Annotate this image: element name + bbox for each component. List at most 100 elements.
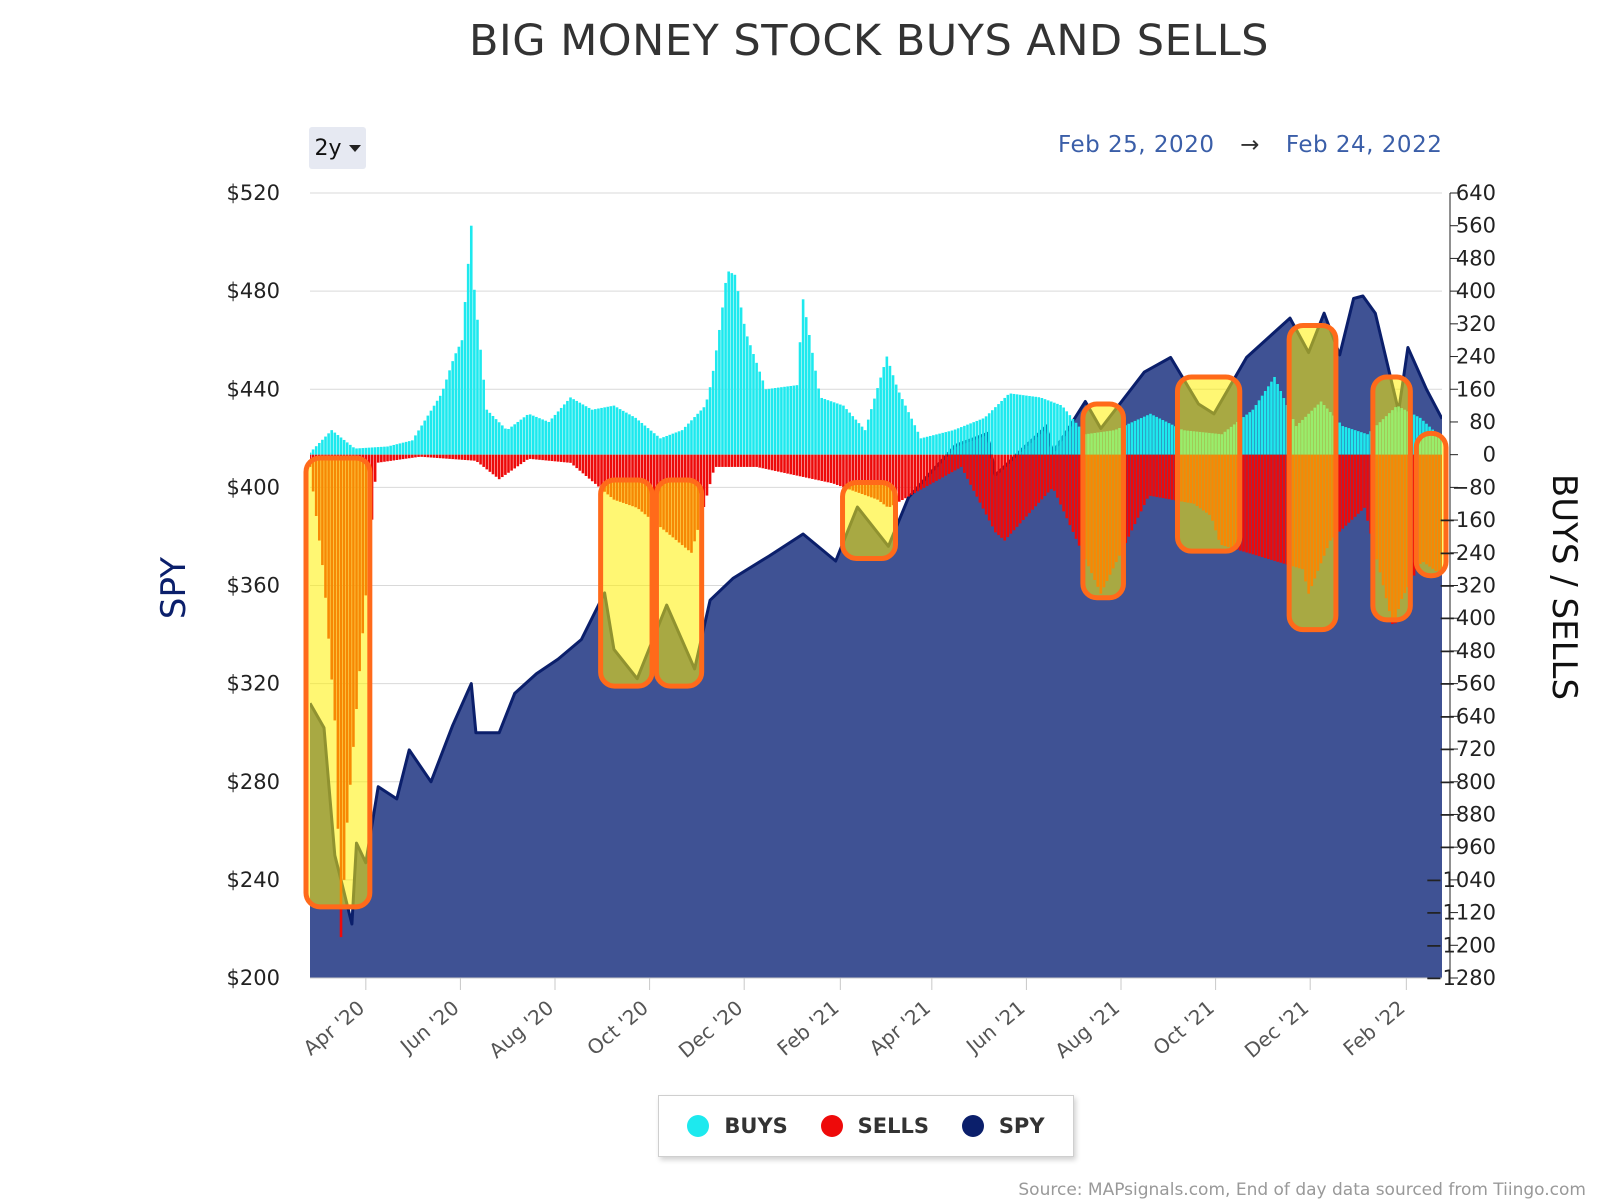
buy-bar (500, 425, 504, 455)
sell-bar (1006, 454, 1010, 538)
buy-bar (423, 420, 427, 455)
sell-bar (702, 454, 706, 507)
sell-bar (1267, 454, 1270, 559)
sell-bar (913, 454, 917, 494)
buy-bar (1356, 431, 1360, 455)
buy-bar (432, 405, 436, 455)
sell-bar (553, 454, 557, 462)
buy-bar (531, 415, 535, 455)
buy-bar (752, 354, 755, 455)
sell-bar (513, 454, 516, 469)
buy-bar (727, 271, 730, 455)
sell-bar (606, 454, 610, 495)
sell-bar (718, 454, 721, 467)
sell-bar (528, 454, 532, 459)
right-tick-label: −1200 (1425, 933, 1496, 957)
sell-bar (910, 454, 913, 495)
sell-bar (587, 454, 591, 479)
buy-bar (1059, 405, 1062, 455)
buy-bar (969, 423, 972, 455)
sell-bar (500, 454, 504, 478)
x-tick-label: Jun '20 (394, 995, 463, 1059)
sell-bar (866, 454, 870, 497)
right-tick-label: −800 (1438, 770, 1496, 794)
buy-bar (491, 415, 495, 455)
sell-bar (1136, 454, 1140, 518)
buy-bar (563, 404, 566, 455)
buy-bar (652, 433, 656, 455)
left-tick-label: $240 (227, 868, 280, 892)
date-range-start[interactable]: Feb 25, 2020 (1058, 132, 1215, 158)
buy-bar (683, 426, 687, 455)
sell-bar (1347, 454, 1351, 523)
sell-bar (454, 454, 458, 460)
sell-bar (1046, 454, 1050, 493)
buy-bar (1009, 393, 1013, 455)
sell-bar (789, 454, 793, 475)
buy-bar (380, 446, 383, 455)
sell-bar (386, 454, 389, 462)
legend-item-buys[interactable]: BUYS (687, 1114, 788, 1138)
date-range: Feb 25, 2020 → Feb 24, 2022 (1058, 132, 1442, 158)
right-tick-label: −480 (1438, 639, 1496, 663)
buy-bar (594, 409, 597, 455)
buy-bar (866, 419, 870, 455)
buy-bar (1006, 394, 1010, 455)
sell-bar (575, 454, 579, 469)
sell-bar (491, 454, 495, 475)
buy-bar (445, 379, 448, 455)
sell-bar (1273, 454, 1276, 561)
buy-bar (522, 417, 526, 455)
buy-bar (659, 438, 662, 455)
right-tick-label: −1280 (1425, 966, 1496, 990)
sell-bar (479, 454, 482, 465)
buy-bar (730, 273, 734, 455)
sell-bar (938, 454, 941, 480)
buy-bar (702, 407, 706, 455)
right-tick-label: −1120 (1425, 901, 1496, 925)
buy-bar (466, 263, 470, 455)
sell-bar (907, 454, 910, 497)
sell-bar (535, 454, 538, 460)
sell-bar (953, 454, 957, 471)
buy-bar (1074, 422, 1078, 455)
buy-bar (699, 410, 703, 455)
legend-item-spy[interactable]: SPY (961, 1114, 1045, 1138)
sell-bar (572, 454, 575, 466)
sell-bar (485, 454, 489, 470)
sell-bar (1074, 454, 1078, 539)
range-selector-button[interactable]: 2y (309, 127, 366, 169)
buy-bar (941, 432, 944, 455)
buy-bar (1242, 417, 1245, 455)
buy-bar (1040, 398, 1044, 455)
buy-bar (355, 448, 358, 455)
buy-bar (820, 397, 824, 455)
sell-bar (373, 454, 377, 482)
sell-bar (541, 454, 544, 461)
buy-bar (724, 282, 727, 455)
buy-bar (1260, 395, 1264, 455)
sell-bar (1350, 454, 1354, 520)
buy-bar (1046, 400, 1050, 455)
sell-bar (590, 454, 594, 482)
date-range-end[interactable]: Feb 24, 2022 (1285, 132, 1443, 158)
highlight-box (653, 477, 705, 689)
buy-bar (631, 416, 634, 455)
legend-item-sells[interactable]: SELLS (820, 1114, 929, 1138)
sell-bar (950, 454, 954, 473)
buy-bar (510, 426, 513, 455)
buy-bar (770, 388, 774, 455)
buy-bar (1018, 394, 1022, 455)
sell-bar (1142, 454, 1146, 506)
buy-bar (922, 437, 926, 455)
sell-bar (1360, 454, 1363, 511)
buy-bar (978, 419, 982, 455)
sell-bar (435, 454, 439, 458)
buy-bar (383, 446, 386, 455)
sell-bar (522, 454, 526, 462)
sell-bar (1049, 454, 1053, 490)
sell-bar (1025, 454, 1028, 517)
sell-bar (404, 454, 408, 459)
sell-bar (1276, 454, 1279, 562)
legend: BUYS SELLS SPY (658, 1095, 1074, 1157)
